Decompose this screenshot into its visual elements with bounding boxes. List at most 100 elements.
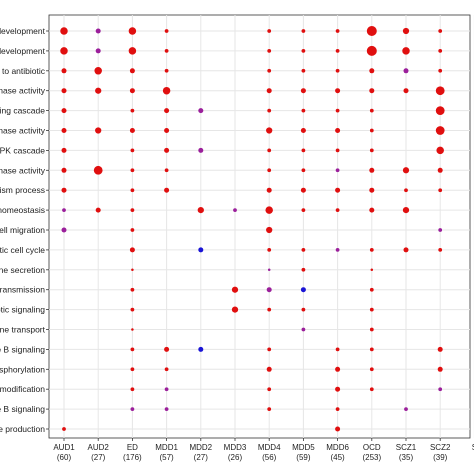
x-tick-label: S [472, 443, 474, 452]
data-point [129, 128, 135, 133]
data-point [130, 148, 135, 153]
x-tick-count: (57) [159, 453, 174, 462]
y-tick-label: APK cascade [0, 145, 45, 155]
data-point [369, 108, 374, 113]
data-point [129, 88, 135, 94]
data-point [300, 287, 306, 293]
plot-panel [48, 14, 471, 439]
data-point [266, 287, 272, 293]
data-point [435, 86, 445, 96]
data-point [95, 28, 101, 34]
data-point [95, 207, 101, 213]
data-point [130, 307, 135, 312]
data-point [335, 407, 340, 411]
data-point [231, 306, 239, 313]
data-point [128, 27, 137, 35]
data-point [61, 68, 67, 74]
data-point [267, 248, 272, 252]
x-tick-label: MDD4 [258, 443, 281, 452]
data-point [61, 187, 67, 193]
data-point [335, 426, 341, 432]
x-tick-label: SCZ2 [430, 443, 451, 452]
data-point [335, 386, 341, 392]
data-point [438, 49, 443, 53]
y-tick-label: otic signaling [0, 305, 45, 315]
data-point [129, 247, 135, 253]
data-point [128, 47, 137, 55]
data-point [266, 187, 272, 193]
x-tick-count: (176) [123, 453, 142, 462]
x-tick-label: MDD1 [155, 443, 178, 452]
x-tick-count: (56) [262, 453, 277, 462]
data-point [402, 167, 410, 174]
y-tick-label: e B signaling [0, 344, 45, 354]
data-point [94, 67, 102, 75]
data-point [130, 208, 135, 212]
data-point [164, 108, 170, 114]
x-tick-label: OCD [363, 443, 381, 452]
data-point [266, 226, 273, 234]
x-tick-count: (39) [433, 453, 448, 462]
y-tick-label: e production [0, 424, 45, 434]
data-point [131, 328, 134, 331]
data-point [438, 228, 443, 232]
data-point [335, 108, 340, 113]
data-point [164, 187, 170, 193]
data-point [403, 68, 409, 74]
data-point [369, 367, 374, 372]
x-tick-label: AUD1 [53, 443, 75, 452]
data-point [402, 47, 410, 55]
y-tick-label: modification [0, 384, 45, 394]
y-tick-label: one secretion [0, 265, 45, 275]
data-point [369, 327, 374, 332]
data-point [335, 168, 340, 173]
y-tick-label: lism process [0, 185, 45, 195]
data-point [335, 347, 340, 352]
data-point [93, 165, 103, 175]
data-point [62, 208, 66, 212]
data-point [369, 187, 375, 193]
data-point [198, 147, 204, 153]
data-point [369, 387, 374, 392]
data-point [267, 407, 272, 411]
y-tick-label: tic cell cycle [0, 245, 45, 255]
data-point [335, 29, 340, 33]
data-point [437, 167, 443, 173]
data-point [164, 387, 169, 392]
x-tick-count: (59) [296, 453, 311, 462]
data-point [129, 68, 135, 74]
data-point [164, 407, 169, 411]
data-point [164, 128, 170, 133]
data-point [300, 187, 306, 193]
data-point [130, 108, 135, 113]
x-axis-labels: AUD1(60)AUD2(27)ED(176)MDD1(57)MDD2(27)M… [53, 443, 474, 462]
data-point [198, 346, 204, 352]
y-tick-label: e B signaling [0, 404, 45, 414]
y-tick-label: nase activity [0, 86, 46, 96]
y-tick-label: sphorylation [0, 364, 45, 374]
data-point [369, 347, 374, 352]
data-point [403, 88, 409, 94]
data-point [197, 206, 204, 214]
x-tick-label: SCZ1 [396, 443, 417, 452]
data-point [436, 146, 444, 155]
data-point [267, 168, 272, 173]
data-point [162, 86, 171, 95]
data-point [369, 128, 374, 133]
data-point [437, 346, 443, 352]
data-point [164, 49, 169, 53]
x-tick-label: AUD2 [88, 443, 110, 452]
data-point [267, 268, 271, 272]
data-point [198, 108, 204, 114]
data-point [402, 27, 410, 35]
y-tick-label: ell migration [0, 225, 45, 235]
data-point [267, 307, 272, 312]
y-tick-label: nase activity [0, 126, 46, 136]
data-point [266, 127, 273, 134]
x-tick-count: (60) [57, 453, 72, 462]
data-point [335, 148, 340, 153]
data-point [370, 268, 374, 272]
data-point [60, 47, 68, 55]
x-tick-count: (26) [228, 453, 243, 462]
